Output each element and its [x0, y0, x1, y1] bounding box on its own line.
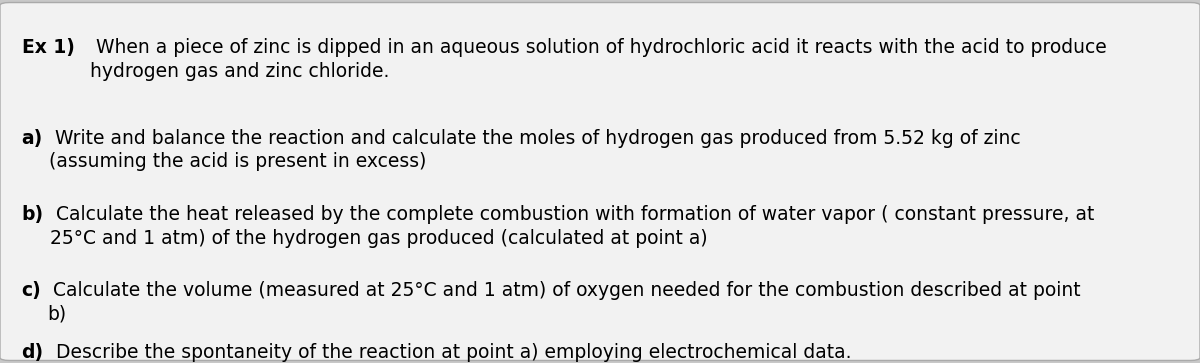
Text: When a piece of zinc is dipped in an aqueous solution of hydrochloric acid it re: When a piece of zinc is dipped in an aqu…	[90, 38, 1106, 81]
Text: Ex 1): Ex 1)	[22, 38, 74, 57]
Text: a): a)	[22, 129, 43, 148]
Text: Calculate the heat released by the complete combustion with formation of water v: Calculate the heat released by the compl…	[50, 205, 1094, 248]
Text: c): c)	[22, 281, 41, 300]
Text: Calculate the volume (measured at 25°C and 1 atm) of oxygen needed for the combu: Calculate the volume (measured at 25°C a…	[47, 281, 1081, 324]
Text: Describe the spontaneity of the reaction at point a) employing electrochemical d: Describe the spontaneity of the reaction…	[50, 343, 852, 362]
Text: b): b)	[22, 205, 43, 224]
Text: Write and balance the reaction and calculate the moles of hydrogen gas produced : Write and balance the reaction and calcu…	[49, 129, 1021, 171]
FancyBboxPatch shape	[0, 3, 1200, 360]
Text: d): d)	[22, 343, 43, 362]
